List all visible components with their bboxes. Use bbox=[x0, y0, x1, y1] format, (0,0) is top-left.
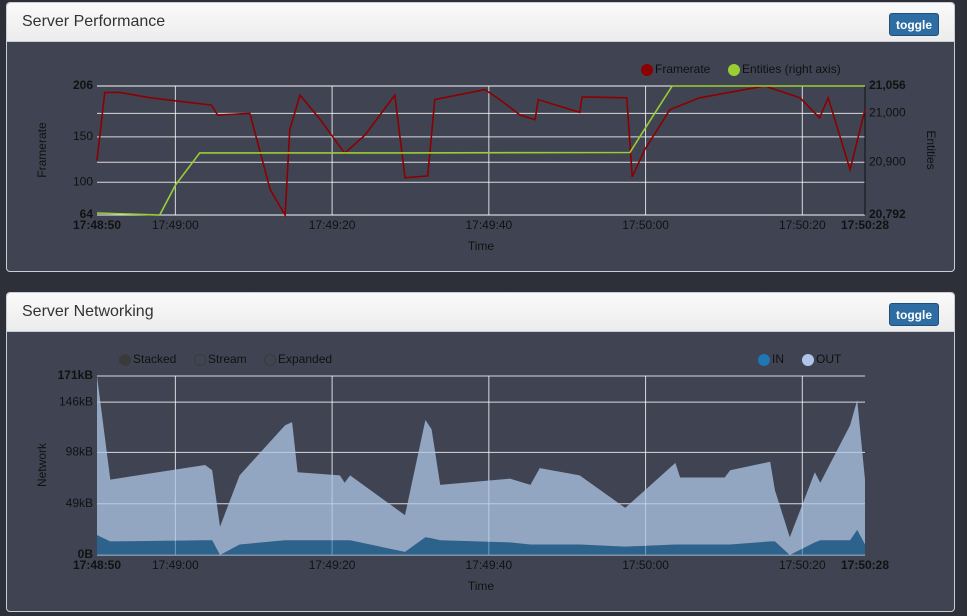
panel: Server Performance toggle bbox=[6, 2, 955, 272]
panel: Server Networking toggle bbox=[6, 292, 955, 612]
panel-header: Server Networking toggle bbox=[7, 293, 954, 332]
panel-title: Server Performance bbox=[22, 13, 166, 30]
toggle-button[interactable]: toggle bbox=[889, 303, 939, 326]
toggle-button[interactable]: toggle bbox=[889, 13, 939, 36]
panel-header: Server Performance toggle bbox=[7, 3, 954, 42]
panel-title: Server Networking bbox=[22, 303, 154, 320]
